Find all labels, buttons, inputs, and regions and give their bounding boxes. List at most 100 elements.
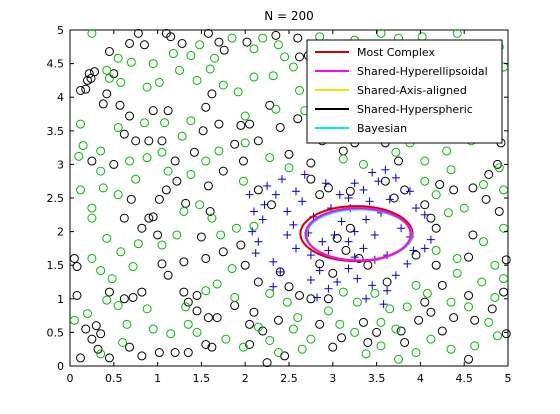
circle-marker [293,33,303,43]
y-tick-label: 0 [57,360,64,373]
x-tick-label: 0 [67,372,74,385]
circle-marker [126,194,136,204]
circle-marker [116,247,126,257]
circle-marker [253,185,263,195]
circle-marker [196,232,206,242]
circle-marker [446,344,456,354]
plus-marker [277,175,286,184]
y-tick-label: 2.5 [47,192,65,205]
circle-marker [328,268,338,278]
circle-marker [437,280,447,290]
circle-marker [128,262,138,272]
circle-marker [265,153,275,163]
circle-marker [478,237,488,247]
circle-marker [372,327,382,337]
circle-marker [81,324,91,334]
circle-marker [113,301,123,311]
circle-marker [273,348,283,358]
circle-marker [131,136,141,146]
circle-marker [363,337,373,347]
circle-marker [189,147,199,157]
plus-marker [397,224,406,233]
plus-marker [426,235,435,244]
circle-marker [236,240,246,250]
circle-marker [284,282,294,292]
plus-marker [260,200,269,209]
circle-marker [175,65,184,75]
plus-marker [350,179,359,188]
circle-marker [107,274,117,284]
x-tick-label: 3 [329,372,336,385]
circle-marker [478,180,488,190]
plus-marker [251,249,260,258]
circle-marker [376,317,386,327]
circle-marker [271,104,281,114]
circle-marker [125,111,135,121]
circle-marker [72,262,82,272]
circle-marker [265,288,275,298]
circle-marker [118,337,128,347]
circle-marker [332,233,342,243]
circle-marker [161,28,171,38]
circle-marker [218,166,228,176]
plus-marker [374,177,383,186]
circle-marker [282,297,292,307]
circle-marker [87,213,97,223]
circle-marker [115,100,125,110]
x-tick-label: 2 [242,372,249,385]
circle-marker [253,136,263,146]
circle-marker [271,30,281,40]
circle-marker [306,174,316,184]
circle-marker [192,306,202,316]
circle-marker [411,250,421,260]
circle-marker [113,122,123,132]
circle-marker [203,181,213,191]
circle-marker [172,176,182,186]
circle-marker [293,313,303,323]
plus-marker [381,165,390,174]
circle-marker [464,354,474,364]
circle-marker [230,139,240,149]
circle-marker [468,230,478,240]
circle-marker [245,119,255,129]
circle-marker [490,292,500,302]
circle-marker [96,146,106,156]
circle-marker [323,306,333,316]
circle-marker [144,136,154,146]
circle-marker [221,334,231,344]
plus-marker [318,237,327,246]
circle-marker [157,147,167,157]
circle-marker [280,52,290,62]
circle-marker [96,266,106,276]
circle-marker [306,294,316,304]
circle-marker [104,287,114,297]
circle-marker [96,349,106,359]
plus-marker [420,210,429,219]
y-tick-label: 3 [57,158,64,171]
circle-marker [195,40,205,50]
circle-marker [494,206,504,216]
circle-marker [104,353,114,363]
circle-marker [443,208,453,218]
circle-marker [345,186,355,196]
circle-marker [253,277,263,287]
circle-marker [76,119,86,129]
circle-marker [163,106,173,116]
circle-marker [242,37,252,47]
circle-marker [376,341,386,351]
legend-label: Bayesian [357,122,407,135]
circle-marker [157,240,167,250]
circle-marker [214,37,224,47]
circle-marker [411,348,421,358]
circle-marker [144,213,154,223]
circle-marker [157,259,167,269]
legend-label: Shared-Hyperellipsoidal [357,65,488,78]
circle-marker [104,47,114,57]
circle-marker [449,313,459,323]
circle-marker [306,158,316,168]
circle-marker [487,304,497,314]
circle-marker [186,169,196,179]
plus-marker [315,266,324,275]
circle-marker [484,169,494,179]
circle-marker [154,77,164,87]
